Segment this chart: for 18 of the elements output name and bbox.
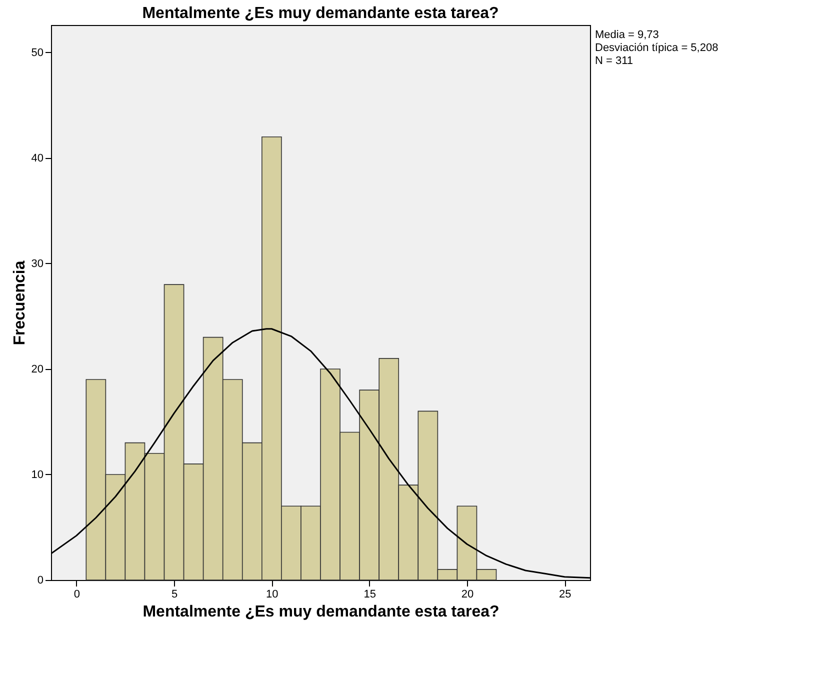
y-tick-label: 40: [31, 152, 44, 164]
x-tick-label: 20: [461, 588, 474, 600]
y-tick-label: 50: [31, 46, 44, 59]
x-tick-label: 5: [171, 588, 178, 600]
y-axis-title: Frecuencia: [11, 260, 28, 346]
x-tick-label: 0: [74, 588, 80, 600]
x-tick-label: 25: [558, 588, 572, 600]
x-axis-title: Mentalmente ¿Es muy demandante esta tarea?: [142, 604, 500, 620]
x-tick-label: 10: [266, 588, 278, 600]
y-tick-label: 20: [31, 363, 44, 376]
text: Desviación típica = 5,208: [595, 42, 718, 54]
y-tick-label: 30: [31, 258, 44, 270]
y-tick-label: 10: [31, 468, 44, 481]
text: N = 311: [595, 55, 634, 67]
text: Media = 9,73: [595, 29, 659, 41]
x-tick-label: 15: [364, 588, 376, 600]
chart-title: Mentalmente ¿Es muy demandante esta tarea?: [142, 5, 499, 22]
y-tick-label: 0: [37, 574, 44, 586]
